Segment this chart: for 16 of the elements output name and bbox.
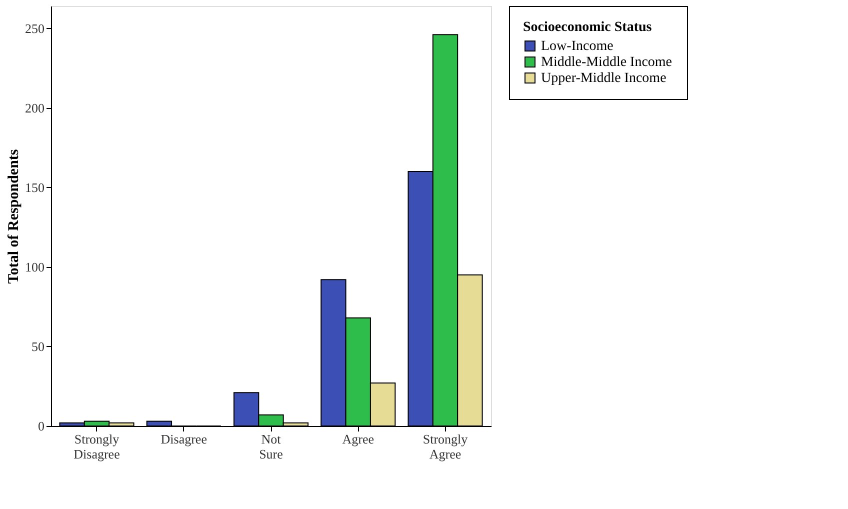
legend-title: Socioeconomic Status (523, 20, 652, 35)
legend-label: Middle-Middle Income (541, 55, 672, 70)
x-tick-label: Disagree (160, 432, 208, 446)
y-axis-title: Total of Respondents (6, 149, 22, 284)
legend-label: Upper-Middle Income (541, 71, 666, 86)
y-tick-label: 0 (38, 418, 44, 434)
x-tick-label: Strongly Disagree (74, 432, 120, 462)
y-tick-label: 200 (25, 100, 44, 116)
x-tick-label: Strongly Agree (422, 432, 468, 462)
x-tick-label: Agree (342, 432, 374, 446)
y-tick-label: 100 (25, 259, 44, 274)
y-tick-label: 50 (32, 338, 44, 354)
x-tick-label: Not Sure (259, 432, 284, 462)
y-tick-label: 150 (25, 180, 44, 195)
legend-label: Low-Income (541, 39, 614, 54)
y-tick-label: 250 (25, 20, 44, 36)
